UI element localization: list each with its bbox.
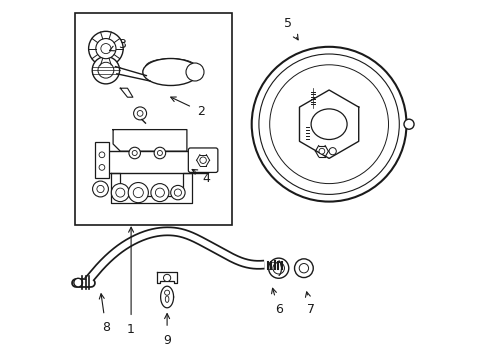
Circle shape bbox=[294, 259, 313, 278]
Circle shape bbox=[92, 57, 120, 84]
Circle shape bbox=[251, 47, 406, 202]
FancyBboxPatch shape bbox=[188, 148, 218, 172]
Circle shape bbox=[129, 147, 140, 159]
Text: 7: 7 bbox=[305, 292, 314, 316]
Circle shape bbox=[137, 111, 142, 116]
Circle shape bbox=[97, 185, 104, 193]
Circle shape bbox=[133, 107, 146, 120]
Polygon shape bbox=[120, 88, 133, 97]
Ellipse shape bbox=[310, 109, 346, 139]
Circle shape bbox=[272, 262, 284, 274]
Circle shape bbox=[92, 181, 108, 197]
Bar bbox=[75, 13, 231, 225]
Circle shape bbox=[154, 147, 165, 159]
Circle shape bbox=[157, 150, 162, 156]
Circle shape bbox=[164, 290, 169, 295]
Circle shape bbox=[269, 65, 387, 184]
Circle shape bbox=[268, 258, 288, 278]
Circle shape bbox=[128, 183, 148, 203]
Text: 3: 3 bbox=[109, 39, 126, 51]
Polygon shape bbox=[111, 173, 192, 203]
Text: 4: 4 bbox=[192, 170, 210, 185]
Text: 2: 2 bbox=[170, 97, 205, 118]
Circle shape bbox=[174, 189, 181, 196]
Polygon shape bbox=[157, 272, 177, 283]
Circle shape bbox=[74, 278, 82, 287]
Text: 8: 8 bbox=[99, 294, 110, 334]
Circle shape bbox=[299, 264, 308, 273]
Circle shape bbox=[403, 119, 413, 129]
Ellipse shape bbox=[142, 58, 198, 85]
Circle shape bbox=[96, 39, 116, 59]
Circle shape bbox=[170, 185, 185, 200]
Circle shape bbox=[88, 31, 123, 66]
Bar bbox=[95, 142, 108, 178]
Circle shape bbox=[111, 184, 129, 202]
Circle shape bbox=[318, 148, 324, 154]
Circle shape bbox=[200, 157, 206, 163]
Circle shape bbox=[133, 188, 143, 198]
Polygon shape bbox=[113, 130, 186, 151]
Text: 9: 9 bbox=[163, 314, 171, 347]
Circle shape bbox=[185, 63, 203, 81]
Circle shape bbox=[101, 44, 111, 54]
Circle shape bbox=[99, 165, 104, 170]
Ellipse shape bbox=[165, 296, 168, 302]
Circle shape bbox=[99, 152, 104, 158]
Text: 5: 5 bbox=[283, 17, 298, 40]
Text: 6: 6 bbox=[271, 288, 282, 316]
Circle shape bbox=[328, 148, 336, 155]
Polygon shape bbox=[299, 90, 358, 158]
Polygon shape bbox=[160, 286, 173, 308]
Circle shape bbox=[98, 62, 114, 78]
Text: 1: 1 bbox=[127, 227, 135, 336]
Circle shape bbox=[116, 188, 124, 197]
Circle shape bbox=[155, 188, 164, 197]
Circle shape bbox=[258, 54, 399, 194]
Polygon shape bbox=[97, 144, 208, 173]
Circle shape bbox=[151, 184, 168, 202]
Circle shape bbox=[163, 274, 170, 282]
Circle shape bbox=[132, 150, 137, 156]
